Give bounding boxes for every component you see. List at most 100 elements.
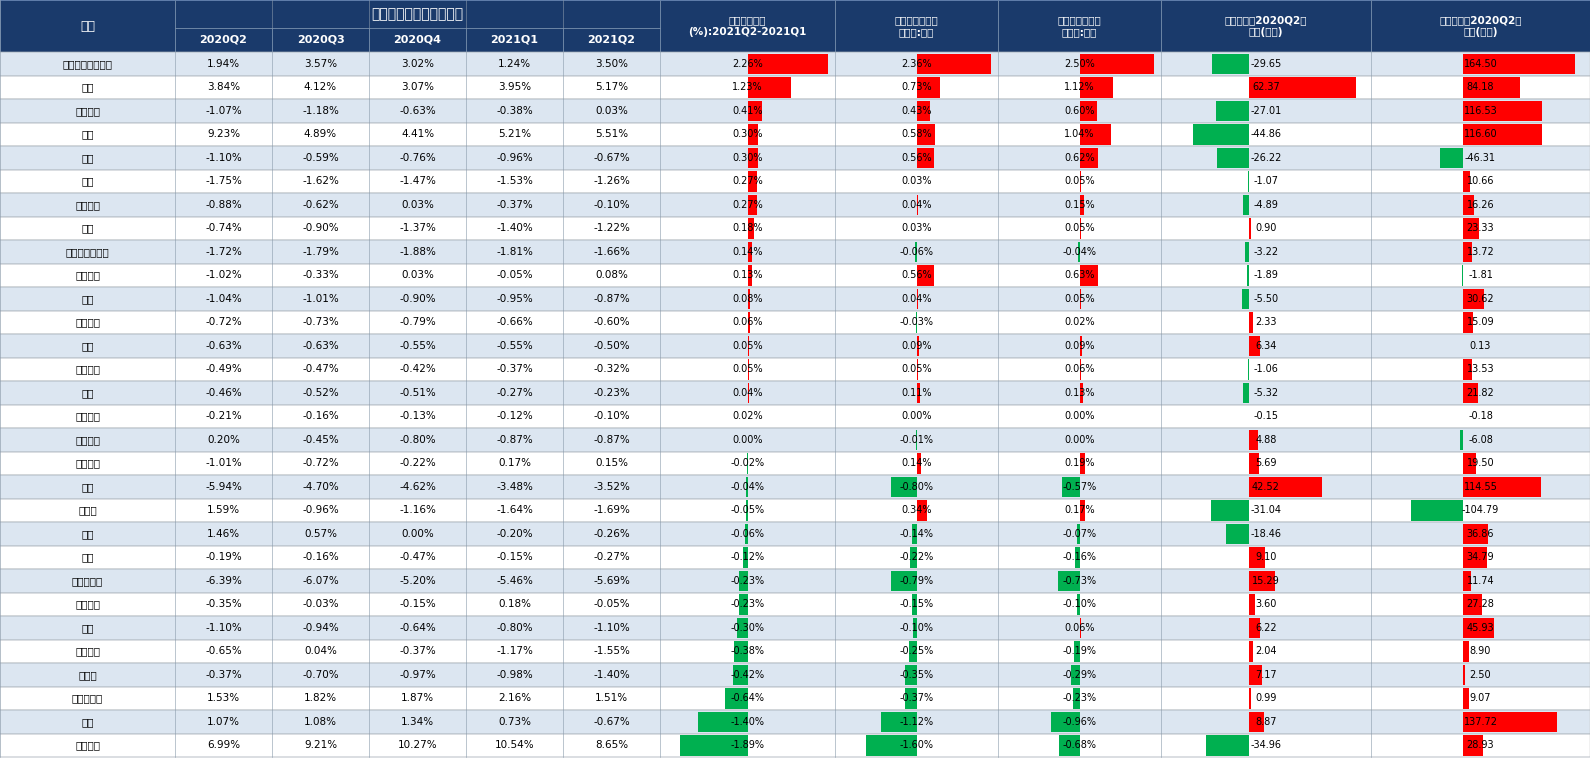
Text: 0.18%: 0.18% bbox=[498, 599, 531, 609]
Bar bbox=[916, 453, 921, 473]
Bar bbox=[1250, 77, 1356, 98]
Text: -1.81%: -1.81% bbox=[496, 247, 533, 256]
Text: 2.50%: 2.50% bbox=[1064, 59, 1096, 69]
Text: -0.80%: -0.80% bbox=[900, 482, 933, 492]
Bar bbox=[747, 53, 828, 74]
Bar bbox=[1463, 218, 1479, 239]
Bar bbox=[1216, 148, 1250, 168]
Text: -0.67%: -0.67% bbox=[593, 717, 630, 726]
Text: -29.65: -29.65 bbox=[1250, 59, 1282, 69]
Text: 11.74: 11.74 bbox=[1466, 576, 1495, 586]
Text: 6.22: 6.22 bbox=[1255, 622, 1277, 633]
Text: -0.52%: -0.52% bbox=[302, 388, 339, 398]
Text: 0.05%: 0.05% bbox=[731, 341, 763, 351]
Bar bbox=[747, 171, 757, 192]
Text: -26.22: -26.22 bbox=[1250, 152, 1282, 163]
Text: 機械: 機械 bbox=[81, 622, 94, 633]
Bar bbox=[0, 522, 1590, 546]
Bar bbox=[1205, 735, 1250, 755]
Bar bbox=[1463, 547, 1487, 568]
Bar bbox=[1051, 712, 1080, 732]
Text: 石油石化: 石油石化 bbox=[75, 458, 100, 468]
Bar bbox=[1250, 641, 1253, 662]
Text: 0.00%: 0.00% bbox=[902, 411, 932, 421]
Text: -0.80%: -0.80% bbox=[399, 435, 436, 445]
Text: -1.72%: -1.72% bbox=[205, 247, 242, 256]
Bar bbox=[916, 148, 935, 168]
Text: -0.26%: -0.26% bbox=[593, 529, 630, 539]
Text: 0.14%: 0.14% bbox=[733, 247, 763, 256]
Bar bbox=[1245, 242, 1250, 262]
Text: 0.00%: 0.00% bbox=[1064, 435, 1096, 445]
Text: -0.94%: -0.94% bbox=[302, 622, 339, 633]
Text: 計算機: 計算機 bbox=[78, 505, 97, 515]
Bar bbox=[916, 77, 940, 98]
Text: -104.79: -104.79 bbox=[1461, 505, 1499, 515]
Text: -0.37%: -0.37% bbox=[496, 364, 533, 375]
Text: -0.64%: -0.64% bbox=[399, 622, 436, 633]
Text: 主動偏股基金超低配比例: 主動偏股基金超低配比例 bbox=[372, 7, 464, 21]
Bar bbox=[747, 335, 749, 356]
Text: 1.82%: 1.82% bbox=[304, 694, 337, 703]
Bar bbox=[1460, 429, 1463, 450]
Bar bbox=[914, 242, 916, 262]
Bar bbox=[1250, 594, 1256, 615]
Text: 3.95%: 3.95% bbox=[498, 82, 531, 92]
Bar bbox=[0, 264, 1590, 287]
Bar bbox=[1078, 523, 1080, 544]
Text: 0.90: 0.90 bbox=[1256, 223, 1277, 233]
Text: -0.37%: -0.37% bbox=[496, 199, 533, 210]
Text: -0.32%: -0.32% bbox=[593, 364, 630, 375]
Text: 0.05%: 0.05% bbox=[1064, 294, 1096, 303]
Text: -0.79%: -0.79% bbox=[900, 576, 933, 586]
Text: 超配比例變動
(%):2021Q2-2021Q1: 超配比例變動 (%):2021Q2-2021Q1 bbox=[688, 15, 806, 37]
Text: 0.15%: 0.15% bbox=[595, 458, 628, 468]
Text: -0.63%: -0.63% bbox=[399, 106, 436, 116]
Bar bbox=[905, 688, 916, 708]
Text: -1.07: -1.07 bbox=[1253, 176, 1278, 186]
Bar bbox=[916, 265, 935, 285]
Bar bbox=[175, 28, 272, 52]
Text: -44.86: -44.86 bbox=[1250, 129, 1282, 139]
Text: -0.21%: -0.21% bbox=[205, 411, 242, 421]
Text: 0.30%: 0.30% bbox=[733, 152, 763, 163]
Text: 114.55: 114.55 bbox=[1463, 482, 1498, 492]
Text: -1.06: -1.06 bbox=[1253, 364, 1278, 375]
Bar bbox=[1212, 53, 1250, 74]
Text: -0.46%: -0.46% bbox=[205, 388, 242, 398]
Bar bbox=[1250, 429, 1258, 450]
Bar bbox=[1463, 242, 1472, 262]
Text: 0.02%: 0.02% bbox=[1064, 317, 1096, 327]
Text: 建筑: 建筑 bbox=[81, 176, 94, 186]
Text: 0.17%: 0.17% bbox=[498, 458, 531, 468]
Text: 電力及公用事業: 電力及公用事業 bbox=[65, 247, 110, 256]
Text: 2.36%: 2.36% bbox=[902, 59, 932, 69]
Bar bbox=[747, 265, 752, 285]
Text: -0.16%: -0.16% bbox=[302, 411, 339, 421]
Text: 0.18%: 0.18% bbox=[733, 223, 763, 233]
Bar bbox=[1242, 289, 1250, 309]
Text: -1.17%: -1.17% bbox=[496, 646, 533, 656]
Text: 0.73%: 0.73% bbox=[902, 82, 932, 92]
Text: 0.15%: 0.15% bbox=[1064, 199, 1096, 210]
Text: 62.37: 62.37 bbox=[1253, 82, 1280, 92]
Text: 13.72: 13.72 bbox=[1466, 247, 1495, 256]
Text: 16.26: 16.26 bbox=[1466, 199, 1495, 210]
Text: -0.90%: -0.90% bbox=[399, 294, 436, 303]
Bar bbox=[1062, 476, 1080, 497]
Bar bbox=[0, 404, 1590, 428]
Text: -1.60%: -1.60% bbox=[900, 741, 933, 750]
Text: -0.98%: -0.98% bbox=[496, 669, 533, 680]
Text: 醫藥: 醫藥 bbox=[81, 129, 94, 139]
Text: 0.04%: 0.04% bbox=[902, 199, 932, 210]
Text: -0.37%: -0.37% bbox=[399, 646, 436, 656]
Text: 0.04%: 0.04% bbox=[902, 294, 932, 303]
Text: 5.21%: 5.21% bbox=[498, 129, 531, 139]
Text: -0.29%: -0.29% bbox=[1062, 669, 1097, 680]
Text: -0.80%: -0.80% bbox=[496, 622, 533, 633]
Bar bbox=[835, 0, 999, 52]
Text: 3.07%: 3.07% bbox=[401, 82, 434, 92]
Bar bbox=[1463, 453, 1476, 473]
Text: -1.16%: -1.16% bbox=[399, 505, 436, 515]
Text: 42.52: 42.52 bbox=[1251, 482, 1280, 492]
